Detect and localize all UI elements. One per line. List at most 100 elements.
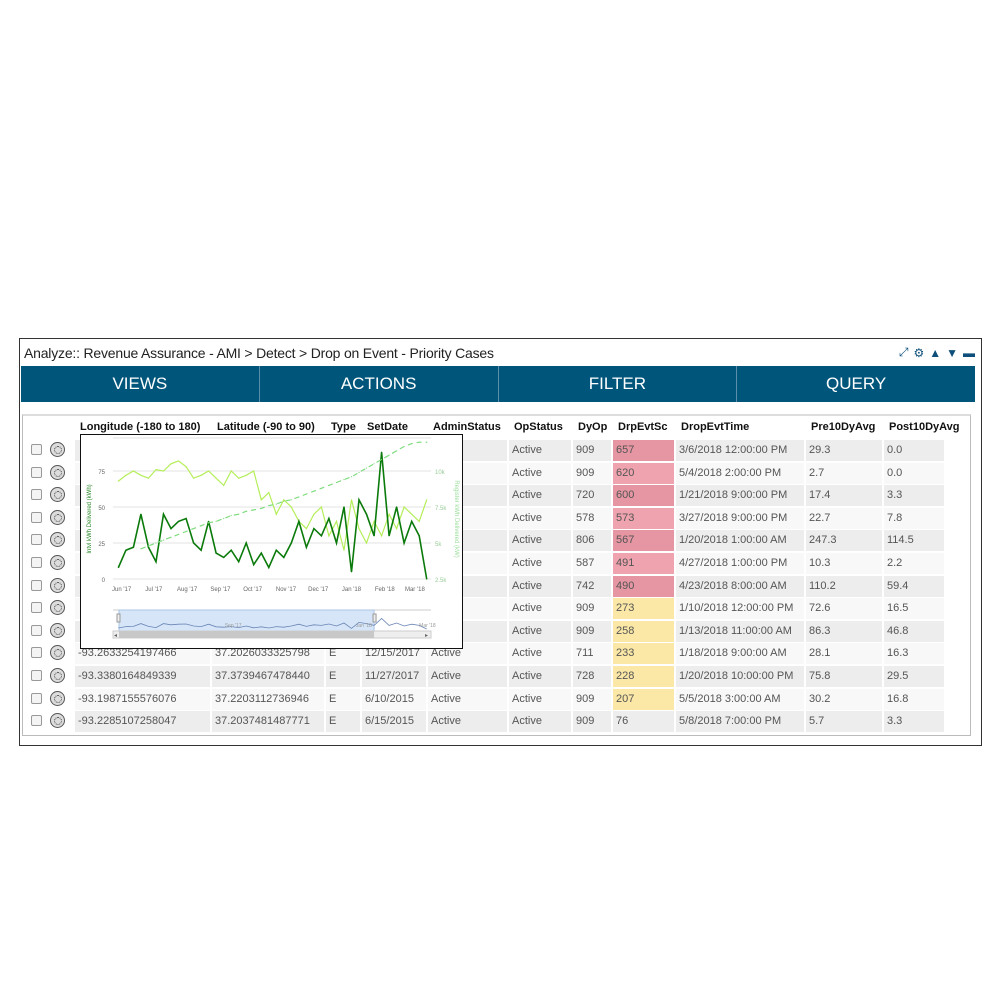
cell-lon: -93.3380164849339	[75, 666, 210, 687]
scrollbar-thumb[interactable]	[119, 631, 375, 638]
series-line-2[interactable]	[140, 441, 427, 550]
x-tick-label: Jul '17	[145, 587, 163, 593]
table-row[interactable]: -93.3380164849339 37.3739467478440 E 11/27/…	[23, 665, 970, 687]
cell-op: Active	[509, 462, 571, 484]
table-row[interactable]: -93.2285107258047 37.2037481487771 E 6/15/2…	[23, 710, 970, 733]
row-checkbox[interactable]	[31, 647, 42, 659]
scroll-right-arrow-icon[interactable]: ▸	[425, 633, 428, 639]
data-point	[350, 476, 353, 478]
row-checkbox[interactable]	[31, 602, 42, 614]
data-point	[320, 487, 323, 489]
column-header[interactable]: Type	[331, 421, 356, 433]
column-header[interactable]: OpStatus	[514, 421, 563, 433]
move-up-icon[interactable]: ▲	[929, 345, 942, 360]
series-line-1[interactable]	[118, 460, 428, 551]
meter-icon[interactable]	[50, 690, 65, 706]
column-header[interactable]: SetDate	[367, 421, 408, 433]
row-checkbox[interactable]	[31, 715, 42, 727]
column-header[interactable]: Longitude (-180 to 180)	[80, 421, 201, 433]
table-row[interactable]: -93.1987155576076 37.2203112736946 E 6/10/2…	[23, 688, 970, 710]
meter-icon[interactable]	[50, 600, 65, 616]
column-header[interactable]: Latitude (-90 to 90)	[217, 421, 315, 433]
column-header[interactable]: DrpEvtSc	[618, 421, 668, 433]
row-checkbox[interactable]	[31, 534, 42, 546]
data-point	[260, 552, 262, 554]
data-point	[275, 513, 277, 515]
cell-pre: 10.3	[806, 553, 882, 574]
cell-time: 1/10/2018 12:00:00 PM	[676, 598, 804, 620]
row-checkbox[interactable]	[31, 466, 42, 478]
meter-icon[interactable]	[50, 442, 65, 457]
data-point	[343, 479, 345, 481]
meter-icon[interactable]	[50, 555, 65, 570]
row-checkbox[interactable]	[31, 511, 42, 523]
data-point	[418, 441, 420, 443]
x-tick-label: Mar '18	[405, 587, 425, 593]
cell-post: 16.3	[884, 643, 944, 665]
navigator-handle-right[interactable]	[372, 613, 377, 623]
column-header[interactable]: DropEvtTime	[681, 421, 750, 433]
data-point	[208, 470, 210, 472]
column-header[interactable]: Post10DyAvg	[889, 421, 960, 433]
cell-post: 46.8	[884, 620, 944, 642]
meter-icon[interactable]	[50, 622, 65, 638]
navigator-selection[interactable]	[118, 609, 375, 632]
meter-icon[interactable]	[50, 577, 65, 593]
cell-pre: 29.3	[806, 440, 882, 461]
data-point	[290, 499, 292, 501]
cell-score: 600	[613, 485, 674, 507]
cell-score: 573	[613, 507, 674, 529]
meter-icon[interactable]	[50, 509, 65, 525]
meter-icon[interactable]	[50, 668, 65, 683]
data-point	[155, 561, 157, 563]
cell-score: 76	[613, 711, 674, 733]
cell-op: Active	[509, 643, 571, 665]
data-point	[223, 517, 225, 520]
y2-tick-label: 10k	[435, 470, 446, 476]
scroll-left-arrow-icon[interactable]: ◂	[114, 633, 117, 639]
column-header[interactable]: AdminStatus	[433, 421, 501, 433]
y2-tick-label: 5k	[435, 542, 442, 548]
data-point	[117, 480, 119, 482]
row-checkbox[interactable]	[31, 444, 42, 455]
meter-icon[interactable]	[50, 532, 65, 548]
data-point	[177, 533, 180, 535]
data-point	[358, 528, 360, 530]
column-header[interactable]: Pre10DyAvg	[811, 421, 876, 433]
cell-post: 0.0	[884, 440, 944, 461]
nav-query[interactable]: QUERY	[826, 374, 887, 393]
data-point	[155, 468, 157, 471]
data-point	[380, 535, 383, 537]
row-checkbox[interactable]	[31, 624, 42, 636]
move-down-icon[interactable]: ▼	[946, 345, 958, 360]
x-tick-label: Jan '18	[342, 587, 362, 593]
meter-icon[interactable]	[50, 713, 65, 729]
navigator-handle-left[interactable]	[116, 613, 121, 623]
data-point	[147, 546, 150, 548]
gear-icon[interactable]: ⚙	[913, 345, 925, 360]
cell-type: E	[326, 666, 360, 687]
row-checkbox[interactable]	[31, 489, 42, 501]
nav-views[interactable]: VIEWS	[21, 366, 260, 402]
expand-icon[interactable]: ⤢	[898, 345, 909, 359]
row-checkbox[interactable]	[31, 692, 42, 704]
cell-pre: 247.3	[806, 530, 882, 552]
nav-filter[interactable]: FILTER	[499, 366, 738, 402]
row-checkbox[interactable]	[31, 579, 42, 591]
series-line-0[interactable]	[117, 452, 428, 580]
data-point	[335, 481, 338, 484]
meter-icon[interactable]	[50, 487, 65, 503]
cell-time: 1/13/2018 11:00:00 AM	[676, 620, 804, 642]
cell-dyop: 720	[573, 485, 611, 507]
data-point	[147, 545, 150, 547]
meter-icon[interactable]	[50, 464, 65, 480]
cell-post: 16.8	[884, 688, 944, 710]
nav-actions[interactable]: ACTIONS	[260, 366, 499, 402]
cell-pre: 72.6	[806, 598, 882, 620]
row-checkbox[interactable]	[31, 670, 42, 681]
meter-icon[interactable]	[50, 645, 65, 661]
column-header[interactable]: DyOp	[578, 421, 608, 433]
minimize-icon[interactable]: ▬	[963, 345, 975, 360]
row-checkbox[interactable]	[31, 557, 42, 568]
cell-time: 5/5/2018 3:00:00 AM	[676, 688, 804, 710]
